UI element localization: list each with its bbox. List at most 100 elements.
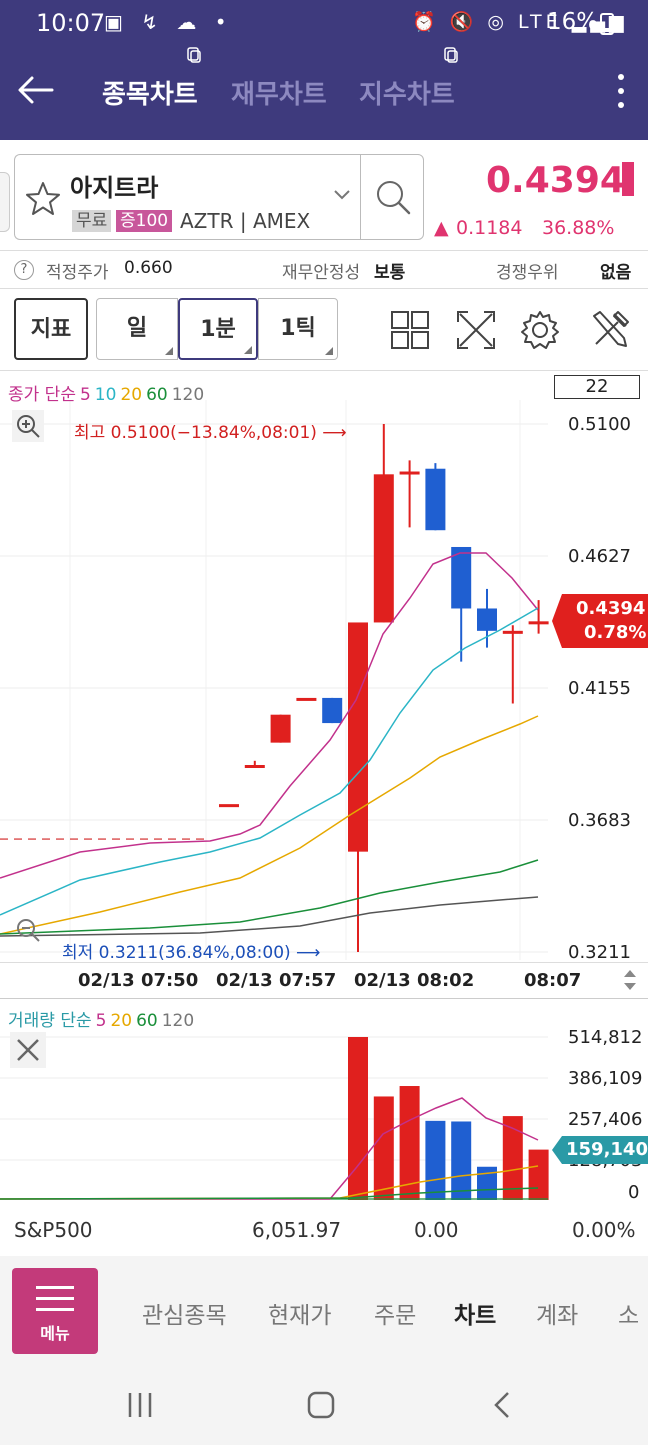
ma-legend-label: 종가 단순 — [8, 385, 76, 405]
stability-label: 재무안정성 — [282, 263, 361, 283]
ma-20: 20 — [120, 385, 143, 405]
y-tick: 0.3211 — [568, 942, 631, 963]
price-change-pct: 36.88% — [542, 217, 615, 239]
divider — [0, 998, 648, 999]
volume-bar — [425, 1120, 446, 1200]
vol-y-tick: 514,812 — [568, 1027, 643, 1048]
menu-label: 메뉴 — [40, 1324, 70, 1343]
nav-watchlist[interactable]: 관심종목 — [142, 1303, 227, 1329]
badge-icon — [187, 47, 201, 63]
notification-icons: ▣ ↯ ☁ • — [104, 10, 233, 34]
x-tick: 08:07 — [524, 970, 582, 991]
zoom-in-icon[interactable] — [12, 410, 44, 442]
divider — [0, 370, 648, 371]
tab-financial-chart[interactable]: 재무차트 — [231, 80, 327, 110]
tab-stock-chart[interactable]: 종목차트 — [102, 80, 198, 110]
divider — [0, 288, 648, 289]
vma-20: 20 — [110, 1011, 133, 1031]
volume-bar — [373, 1096, 394, 1200]
stock-name: 아지트라 — [70, 174, 159, 202]
stock-selector[interactable] — [14, 154, 360, 240]
volume-bar — [348, 1037, 368, 1200]
tab-index-chart[interactable]: 지수차트 — [359, 80, 455, 110]
nav-order[interactable]: 주문 — [374, 1303, 417, 1329]
app-header: 10:07 ▣ ↯ ☁ • ⏰ 🔇 ◎ LTE ▂▄▆ 16% 종목차트 재무차… — [0, 0, 648, 140]
recent-apps-icon[interactable] — [124, 1390, 156, 1420]
layout-grid-icon[interactable] — [388, 308, 432, 352]
period-1tick-label: 1틱 — [280, 316, 316, 341]
vol-y-tick: 386,109 — [568, 1068, 643, 1089]
back-nav-icon[interactable] — [490, 1390, 516, 1420]
battery-icon — [600, 13, 614, 35]
vma-5: 5 — [95, 1011, 107, 1031]
fullscreen-icon[interactable] — [454, 308, 498, 352]
vol-y-tick: 0 — [628, 1182, 640, 1203]
candle-body — [399, 471, 420, 475]
candle-body — [425, 468, 446, 531]
high-price-label: 최고 0.5100(−13.84%,08:01) ⟶ — [74, 423, 347, 443]
bottom-nav — [0, 1256, 648, 1364]
home-icon[interactable] — [306, 1390, 336, 1420]
more-options-icon[interactable] — [606, 70, 636, 114]
y-tick: 0.4627 — [568, 546, 631, 567]
index-change: 0.00 — [414, 1218, 459, 1242]
chevron-down-icon[interactable] — [332, 188, 352, 202]
nav-account[interactable]: 계좌 — [536, 1303, 579, 1329]
ticker-exchange: AZTR | AMEX — [180, 209, 311, 233]
search-button[interactable] — [360, 154, 424, 240]
candle-body — [348, 622, 368, 852]
x-tick: 02/13 08:02 — [354, 970, 475, 991]
index-value: 6,051.97 — [252, 1218, 342, 1242]
volume-bar — [502, 1116, 523, 1200]
nav-current-price[interactable]: 현재가 — [268, 1303, 332, 1329]
ma120-line — [0, 896, 539, 937]
settings-gear-icon[interactable] — [518, 308, 562, 352]
side-drawer-handle[interactable] — [0, 172, 10, 232]
nav-more[interactable]: 소 — [618, 1303, 640, 1329]
volume-bar — [528, 1149, 549, 1200]
period-1tick-button[interactable]: 1틱 — [258, 298, 338, 360]
candle-body — [528, 621, 549, 625]
volume-bar — [477, 1166, 497, 1200]
y-tick: 0.3683 — [568, 810, 631, 831]
status-bar: 10:07 ▣ ↯ ☁ • ⏰ 🔇 ◎ LTE ▂▄▆ 16% — [0, 0, 648, 46]
system-nav-bar — [0, 1364, 648, 1445]
price-indicator-bar — [622, 162, 634, 196]
tools-icon[interactable] — [588, 308, 632, 352]
period-day-button[interactable]: 일 — [96, 298, 178, 360]
nav-chart[interactable]: 차트 — [454, 1303, 497, 1329]
index-name: S&P500 — [14, 1218, 93, 1242]
vma-60: 60 — [136, 1011, 158, 1031]
index-change-pct: 0.00% — [572, 1218, 636, 1242]
candle-body — [502, 630, 523, 634]
y-tick: 0.4155 — [568, 678, 631, 699]
margin-badge: 증100 — [116, 210, 173, 232]
resize-handle-icon[interactable] — [620, 966, 640, 994]
ma60-line — [0, 859, 539, 935]
badge-icon — [444, 47, 458, 63]
period-1min-button[interactable]: 1분 — [178, 298, 258, 360]
index-ticker-row[interactable]: S&P500 6,051.97 0.00 0.00% — [0, 1204, 648, 1256]
indicator-button[interactable]: 지표 — [14, 298, 88, 360]
competitive-value: 없음 — [600, 263, 632, 283]
candle-body — [477, 608, 497, 631]
network-label: LTE — [518, 11, 562, 33]
x-tick: 02/13 07:57 — [216, 970, 337, 991]
fair-price-value: 0.660 — [124, 258, 173, 278]
candle-body — [373, 474, 394, 623]
help-icon[interactable]: ? — [14, 260, 34, 280]
stability-value: 보통 — [374, 263, 406, 283]
candle-count-box[interactable]: 22 — [554, 375, 640, 399]
system-icons: ⏰ 🔇 ◎ LTE ▂▄▆ — [412, 11, 628, 33]
current-price: 0.4394 — [486, 160, 625, 201]
back-arrow-icon[interactable] — [16, 70, 56, 110]
ma-120: 120 — [171, 385, 205, 405]
menu-button[interactable]: 메뉴 — [12, 1268, 98, 1354]
star-icon[interactable] — [24, 180, 62, 218]
candle-body — [270, 714, 291, 743]
zoom-out-icon[interactable] — [12, 914, 44, 946]
close-icon[interactable] — [10, 1032, 46, 1068]
volume-bar — [399, 1086, 420, 1200]
x-tick: 02/13 07:50 — [78, 970, 199, 991]
